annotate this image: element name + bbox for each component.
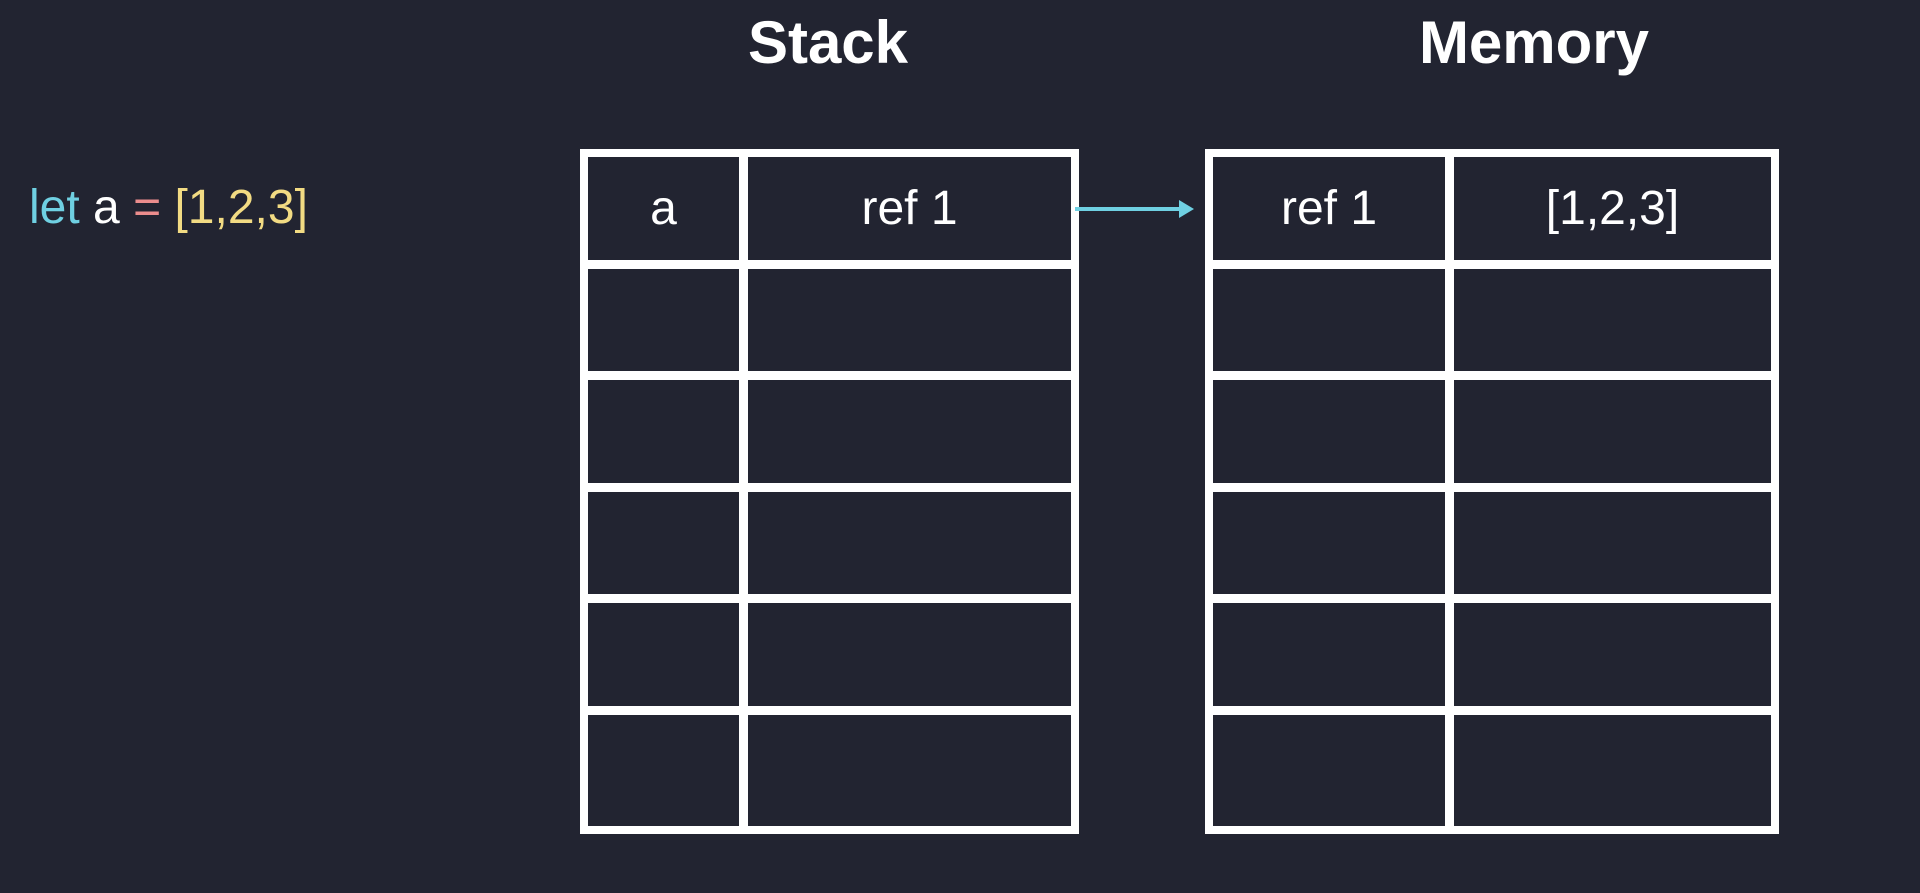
- memory-table: ref 1 [1,2,3]: [1205, 149, 1779, 834]
- memory-address-cell: [1213, 268, 1454, 380]
- memory-value-cell: [1454, 715, 1771, 827]
- code-operator: =: [133, 181, 162, 234]
- stack-name-cell: a: [588, 157, 748, 269]
- memory-address-cell: [1213, 491, 1454, 603]
- stack-heading: Stack: [747, 9, 909, 76]
- memory-address-cell: [1213, 380, 1454, 492]
- stack-value-cell: [748, 715, 1071, 827]
- code-keyword: let: [29, 181, 80, 234]
- stack-value-cell: [748, 269, 1071, 380]
- code-line: let a = [1,2,3]: [29, 178, 308, 238]
- code-identifier: a: [93, 181, 120, 234]
- stack-value-cell: ref 1: [748, 157, 1071, 269]
- memory-address-cell: ref 1: [1213, 157, 1454, 269]
- stack-name-cell: [588, 603, 748, 715]
- stack-name-cell: [588, 268, 748, 380]
- stack-name-cell: [588, 380, 748, 492]
- stack-name-cell: [588, 491, 748, 603]
- stack-name-cell: [588, 714, 748, 826]
- stack-table: a ref 1: [580, 149, 1079, 834]
- memory-value-cell: [1,2,3]: [1454, 157, 1771, 269]
- memory-address-cell: [1213, 714, 1454, 826]
- stack-value-cell: [748, 492, 1071, 603]
- memory-value-cell: [1454, 269, 1771, 380]
- code-value: [1,2,3]: [174, 181, 308, 234]
- memory-value-cell: [1454, 603, 1771, 715]
- memory-value-cell: [1454, 380, 1771, 492]
- reference-arrow-icon: [1075, 200, 1194, 218]
- memory-heading: Memory: [1418, 9, 1650, 76]
- memory-value-cell: [1454, 492, 1771, 603]
- stack-value-cell: [748, 380, 1071, 492]
- memory-address-cell: [1213, 603, 1454, 715]
- stack-value-cell: [748, 603, 1071, 715]
